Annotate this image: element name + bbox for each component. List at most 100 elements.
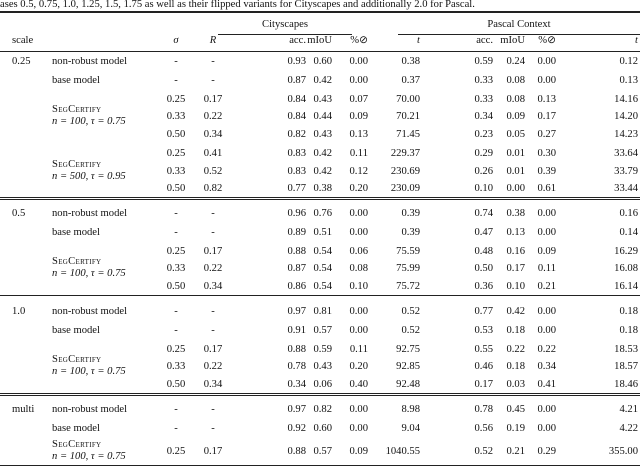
pascal-abstain-cell: 0.11: [506, 263, 556, 275]
pascal-abstain-cell: 0.00: [506, 404, 556, 416]
pascal-t-cell: 18.57: [588, 361, 638, 373]
cityscapes-t-cell: 70.21: [370, 111, 420, 123]
cityscapes-t-cell: 92.75: [370, 344, 420, 356]
sigma-cell: -: [160, 56, 192, 68]
section-rule: [0, 199, 640, 200]
pascal-abstain-cell: 0.17: [506, 111, 556, 123]
cityscapes-t-cell: 0.52: [370, 325, 420, 337]
model-name: base model: [52, 227, 100, 239]
r-cell: 0.52: [197, 166, 229, 178]
pascal-abstain-cell: 0.00: [506, 75, 556, 87]
pascal-t-cell: 14.16: [588, 94, 638, 106]
pascal-t-cell: 0.14: [588, 227, 638, 239]
cityscapes-t-cell: 75.99: [370, 263, 420, 275]
r-cell: 0.17: [197, 94, 229, 106]
r-cell: 0.41: [197, 148, 229, 160]
scale-label: multi: [12, 404, 34, 416]
sigma-cell: 0.33: [160, 111, 192, 123]
sigma-cell: 0.25: [160, 344, 192, 356]
pascal-abstain-cell: 0.00: [506, 423, 556, 435]
model-params: n = 100, τ = 0.75: [52, 268, 126, 280]
pascal-abstain-cell: 0.13: [506, 94, 556, 106]
pascal-t-cell: 0.18: [588, 325, 638, 337]
r-cell: -: [197, 423, 229, 435]
r-cell: -: [197, 404, 229, 416]
cityscapes-t-cell: 71.45: [370, 129, 420, 141]
cityscapes-abstain-cell: 0.11: [318, 148, 368, 160]
r-cell: 0.22: [197, 263, 229, 275]
cityscapes-abstain-cell: 0.00: [318, 325, 368, 337]
cityscapes-t-cell: 230.69: [370, 166, 420, 178]
cityscapes-t-cell: 92.85: [370, 361, 420, 373]
cityscapes-col-header-abstain: %⊘: [328, 35, 368, 47]
top-rule: [0, 11, 640, 13]
pascal-t-cell: 4.22: [588, 423, 638, 435]
sigma-cell: -: [160, 227, 192, 239]
cityscapes-col-header-t: t: [380, 35, 420, 47]
cityscapes-abstain-cell: 0.09: [318, 446, 368, 458]
r-cell: -: [197, 227, 229, 239]
cityscapes-t-cell: 1040.55: [370, 446, 420, 458]
sigma-cell: -: [160, 306, 192, 318]
pascal-t-cell: 0.18: [588, 306, 638, 318]
pascal-abstain-cell: 0.00: [506, 325, 556, 337]
pascal-abstain-cell: 0.00: [506, 306, 556, 318]
r-cell: 0.22: [197, 111, 229, 123]
scale-label: 0.25: [12, 56, 31, 68]
pascal-abstain-cell: 0.39: [506, 166, 556, 178]
r-cell: 0.82: [197, 183, 229, 195]
pascal-t-cell: 16.14: [588, 281, 638, 293]
header-rule: [0, 51, 640, 52]
pascal-abstain-cell: 0.00: [506, 208, 556, 220]
sigma-cell: 0.25: [160, 148, 192, 160]
pascal-t-cell: 18.53: [588, 344, 638, 356]
pascal-abstain-cell: 0.27: [506, 129, 556, 141]
r-cell: 0.17: [197, 446, 229, 458]
cityscapes-t-cell: 0.39: [370, 208, 420, 220]
r-cell: 0.34: [197, 129, 229, 141]
pascal-t-cell: 14.20: [588, 111, 638, 123]
model-name-segcertify: SegCertify: [52, 354, 101, 366]
r-cell: 0.17: [197, 246, 229, 258]
cityscapes-abstain-cell: 0.12: [318, 166, 368, 178]
cityscapes-t-cell: 70.00: [370, 94, 420, 106]
col-header-r: R: [203, 35, 223, 47]
sigma-cell: -: [160, 75, 192, 87]
r-cell: 0.17: [197, 344, 229, 356]
pascal-abstain-cell: 0.00: [506, 56, 556, 68]
pascal-t-cell: 14.23: [588, 129, 638, 141]
caption-fragment: ases 0.5, 0.75, 1.0, 1.25, 1.5, 1.75 as …: [0, 0, 475, 10]
cityscapes-abstain-cell: 0.10: [318, 281, 368, 293]
cityscapes-abstain-cell: 0.06: [318, 246, 368, 258]
cityscapes-t-cell: 0.39: [370, 227, 420, 239]
pascal-abstain-cell: 0.34: [506, 361, 556, 373]
cityscapes-t-cell: 230.09: [370, 183, 420, 195]
cityscapes-abstain-cell: 0.00: [318, 306, 368, 318]
pascal-abstain-cell: 0.00: [506, 227, 556, 239]
r-cell: 0.22: [197, 361, 229, 373]
section-rule: [0, 395, 640, 396]
cityscapes-abstain-cell: 0.00: [318, 208, 368, 220]
pascal-col-header-abstain: %⊘: [516, 35, 556, 47]
model-name-segcertify: SegCertify: [52, 439, 101, 451]
cityscapes-abstain-cell: 0.00: [318, 227, 368, 239]
cityscapes-t-cell: 8.98: [370, 404, 420, 416]
cityscapes-abstain-cell: 0.20: [318, 183, 368, 195]
cityscapes-abstain-cell: 0.11: [318, 344, 368, 356]
pascal-abstain-cell: 0.22: [506, 344, 556, 356]
sigma-cell: -: [160, 404, 192, 416]
pascal-abstain-cell: 0.30: [506, 148, 556, 160]
cityscapes-abstain-cell: 0.20: [318, 361, 368, 373]
model-name-segcertify: SegCertify: [52, 256, 101, 268]
r-cell: -: [197, 75, 229, 87]
cityscapes-t-cell: 0.52: [370, 306, 420, 318]
pascal-abstain-cell: 0.29: [506, 446, 556, 458]
r-cell: -: [197, 208, 229, 220]
cityscapes-abstain-cell: 0.00: [318, 75, 368, 87]
pascal-col-header-t: t: [598, 35, 638, 47]
cityscapes-abstain-cell: 0.00: [318, 423, 368, 435]
sigma-cell: 0.33: [160, 361, 192, 373]
cityscapes-abstain-cell: 0.13: [318, 129, 368, 141]
sigma-cell: 0.50: [160, 379, 192, 391]
r-cell: 0.34: [197, 379, 229, 391]
